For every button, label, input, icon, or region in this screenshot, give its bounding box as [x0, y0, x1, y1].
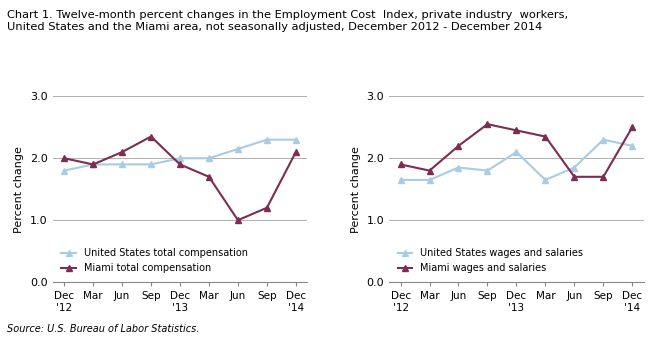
United States total compensation: [205, 156, 213, 160]
United States total compensation: [234, 147, 242, 151]
Line: Miami wages and salaries: Miami wages and salaries: [397, 121, 636, 180]
United States wages and salaries: [484, 169, 491, 173]
Miami wages and salaries: [599, 175, 607, 179]
United States wages and salaries: [426, 178, 434, 182]
Legend: United States wages and salaries, Miami wages and salaries: United States wages and salaries, Miami …: [394, 245, 587, 277]
United States total compensation: [118, 162, 126, 166]
Miami total compensation: [89, 162, 97, 166]
United States wages and salaries: [599, 138, 607, 142]
Text: Chart 1. Twelve-month percent changes in the Employment Cost  Index, private ind: Chart 1. Twelve-month percent changes in…: [7, 10, 568, 32]
Miami total compensation: [118, 150, 126, 154]
United States total compensation: [263, 138, 271, 142]
United States wages and salaries: [512, 150, 520, 154]
United States wages and salaries: [628, 144, 636, 148]
United States total compensation: [60, 169, 68, 173]
Miami wages and salaries: [541, 135, 549, 139]
Miami total compensation: [263, 206, 271, 210]
United States wages and salaries: [570, 165, 578, 170]
Miami wages and salaries: [628, 125, 636, 129]
Y-axis label: Percent change: Percent change: [351, 146, 361, 233]
Miami wages and salaries: [426, 169, 434, 173]
Line: Miami total compensation: Miami total compensation: [60, 133, 300, 224]
Text: Source: U.S. Bureau of Labor Statistics.: Source: U.S. Bureau of Labor Statistics.: [7, 324, 199, 334]
United States wages and salaries: [397, 178, 405, 182]
Miami total compensation: [292, 150, 300, 154]
Miami wages and salaries: [484, 122, 491, 126]
Miami wages and salaries: [512, 128, 520, 132]
United States total compensation: [89, 162, 97, 166]
Legend: United States total compensation, Miami total compensation: United States total compensation, Miami …: [57, 245, 252, 277]
United States total compensation: [292, 138, 300, 142]
United States total compensation: [147, 162, 155, 166]
Miami wages and salaries: [397, 162, 405, 166]
United States total compensation: [176, 156, 184, 160]
Line: United States total compensation: United States total compensation: [60, 136, 300, 174]
Miami total compensation: [176, 162, 184, 166]
Miami wages and salaries: [570, 175, 578, 179]
Miami wages and salaries: [455, 144, 463, 148]
Y-axis label: Percent change: Percent change: [14, 146, 24, 233]
Miami total compensation: [234, 218, 242, 222]
United States wages and salaries: [455, 165, 463, 170]
Miami total compensation: [147, 135, 155, 139]
Miami total compensation: [60, 156, 68, 160]
Miami total compensation: [205, 175, 213, 179]
United States wages and salaries: [541, 178, 549, 182]
Line: United States wages and salaries: United States wages and salaries: [397, 136, 636, 183]
